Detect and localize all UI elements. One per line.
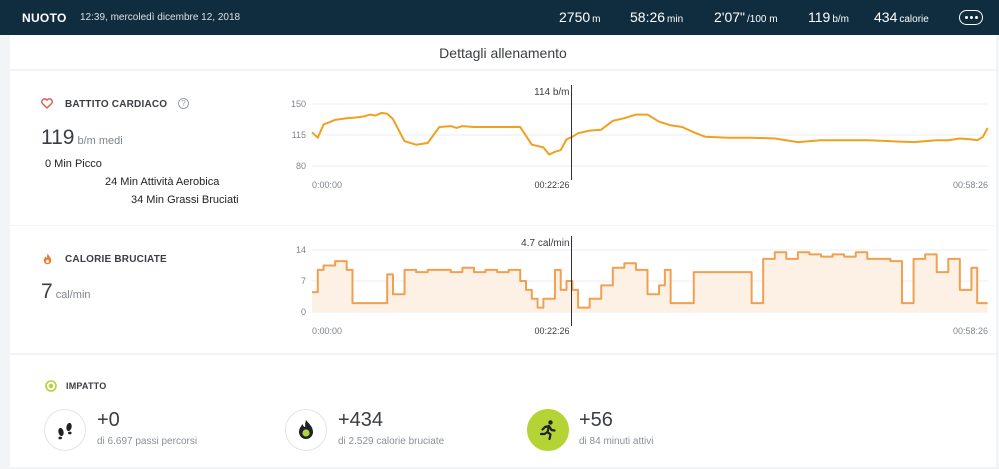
running-person-icon <box>527 409 569 451</box>
zone-fat-burn: 34 Min Grassi Bruciati <box>131 194 239 206</box>
dot-icon <box>974 16 978 19</box>
details-title-panel: Dettagli allenamento <box>10 35 996 69</box>
x-tick-label: 00:58:26 <box>953 326 988 336</box>
impact-calories-label: di 2.529 calorie bruciate <box>338 436 445 447</box>
calories-chart[interactable]: 0 7 14 0:00:00 00:58:26 4.7 cal/min 00:22:26 <box>272 234 992 344</box>
impact-steps-label: di 6.697 passi percorsi <box>97 436 198 447</box>
x-tick-label: 0:00:00 <box>312 326 342 336</box>
flame-icon <box>43 253 52 265</box>
workout-header-bar: NUOTO 12:39, mercoledì dicembre 12, 2018… <box>0 0 999 35</box>
stat-pace: 2'07"/100 m <box>714 9 778 25</box>
cursor-time-label: 00:22:26 <box>534 326 569 336</box>
heart-rate-panel: BATTITO CARDIACO ? 119 b/m medi 0 Min Pic… <box>10 71 996 225</box>
dot-icon <box>964 16 968 19</box>
cursor-value-label: 114 b/m <box>534 87 569 98</box>
y-tick-label: 7 <box>301 276 306 286</box>
stat-distance: 2750 m <box>559 9 601 25</box>
zone-peak: 0 Min Picco <box>45 158 102 170</box>
heart-rate-average: 119 b/m medi <box>41 126 123 149</box>
sport-label: NUOTO <box>22 11 67 25</box>
stat-duration: 58:26 min <box>630 9 684 25</box>
cursor-time-label: 00:22:26 <box>534 180 569 190</box>
flame-icon <box>285 409 327 451</box>
heart-rate-chart[interactable]: 80 115 150 0:00:00 00:58:26 114 b/m 00:22:26 <box>272 83 992 193</box>
y-tick-label: 14 <box>296 245 306 255</box>
x-tick-label: 00:58:26 <box>953 180 988 190</box>
calories-panel: CALORIE BRUCIATE 7 cal/min 0 7 14 0:00:00 00:… <box>10 226 996 353</box>
impact-calories-value: +434 <box>338 409 384 431</box>
y-tick-label: 0 <box>301 307 306 317</box>
calories-title: CALORIE BRUCIATE <box>65 254 167 265</box>
heart-rate-title: BATTITO CARDIACO <box>65 99 168 110</box>
stat-heart-rate: 119 b/m <box>808 9 849 25</box>
footsteps-icon <box>44 409 86 451</box>
series-line <box>311 111 989 156</box>
impact-minutes-label: di 84 minuti attivi <box>579 436 654 447</box>
impact-steps-value: +0 <box>97 409 120 431</box>
y-tick-label: 150 <box>291 99 306 109</box>
x-tick-label: 0:00:00 <box>312 180 342 190</box>
heart-icon <box>41 98 53 109</box>
stat-calories: 434 calorie <box>874 9 929 25</box>
workout-datetime: 12:39, mercoledì dicembre 12, 2018 <box>80 12 241 23</box>
y-tick-label: 80 <box>296 161 306 171</box>
calories-rate: 7 cal/min <box>41 280 91 303</box>
dot-icon <box>969 16 973 19</box>
series-area <box>312 252 988 312</box>
zone-aerobic: 24 Min Attività Aerobica <box>105 176 220 188</box>
page-title: Dettagli allenamento <box>439 45 567 61</box>
impact-title: IMPATTO <box>66 381 107 391</box>
help-icon[interactable]: ? <box>178 98 189 109</box>
y-tick-label: 115 <box>292 130 306 140</box>
cursor-value-label: 4.7 cal/min <box>521 238 569 249</box>
target-icon <box>45 380 57 392</box>
impact-panel: IMPATTO +0 di 6.697 passi percorsi +434 … <box>10 355 996 467</box>
series-line <box>312 251 988 309</box>
more-options-button[interactable] <box>959 10 983 25</box>
impact-minutes-value: +56 <box>579 409 613 431</box>
